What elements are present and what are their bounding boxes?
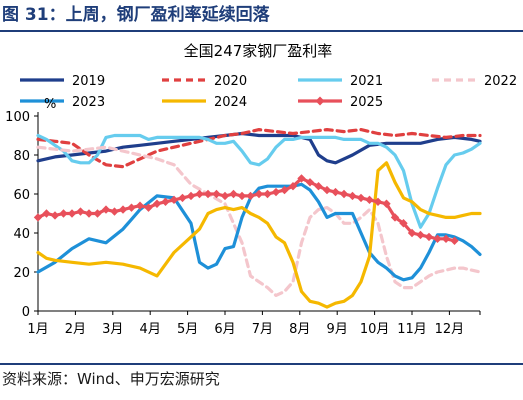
x-tick-label: 8月 xyxy=(289,322,310,337)
plot-area: 0 20 40 60 80 100% 1月 2月 3月 4月 5月 6月 7月 8月 9月 10月 11月 12月 xyxy=(5,97,482,337)
data-point-2025 xyxy=(93,209,102,218)
x-tick-label: 12月 xyxy=(435,322,465,337)
data-point-2025 xyxy=(373,197,383,206)
x-tick-label: 9月 xyxy=(327,322,348,337)
legend-label: 2022 xyxy=(484,74,517,89)
data-point-2025 xyxy=(186,191,196,201)
legend-label: 2025 xyxy=(350,95,383,110)
data-point-2025 xyxy=(433,234,442,244)
data-point-2025 xyxy=(127,203,136,212)
data-point-2025 xyxy=(229,189,238,199)
data-point-2025 xyxy=(220,191,230,201)
data-point-2025 xyxy=(169,195,179,205)
legend-marker xyxy=(315,96,325,106)
y-tick-label: 60 xyxy=(13,188,30,203)
data-point-2025 xyxy=(450,236,459,245)
data-point-2025 xyxy=(339,189,349,199)
data-point-2025 xyxy=(110,207,119,216)
data-point-2025 xyxy=(144,203,153,212)
data-point-2025 xyxy=(42,209,51,218)
data-point-2025 xyxy=(407,228,417,238)
data-point-2025 xyxy=(399,219,408,228)
y-tick-label: 80 xyxy=(13,149,30,164)
source-note: 资料来源：Wind、申万宏源研究 xyxy=(2,370,220,388)
legend-label: 2024 xyxy=(214,95,247,110)
legend-item-2022: 2022 xyxy=(432,74,517,89)
legend-item-2023: 2023 xyxy=(20,95,105,110)
legend-item-2020: 2020 xyxy=(162,74,247,89)
data-point-2025 xyxy=(212,189,221,199)
data-point-2025 xyxy=(441,234,451,244)
x-tick-label: 10月 xyxy=(360,322,390,337)
data-point-2025 xyxy=(424,232,434,242)
data-point-2025 xyxy=(195,189,204,199)
legend-label: 2019 xyxy=(72,74,105,89)
y-axis-unit: % xyxy=(44,97,56,112)
data-point-2025 xyxy=(382,199,391,208)
data-point-2025 xyxy=(263,189,272,199)
data-point-2025 xyxy=(305,178,315,187)
y-tick-label: 40 xyxy=(13,227,30,242)
x-tick-label: 6月 xyxy=(214,322,235,337)
data-point-2025 xyxy=(59,209,68,218)
data-point-2025 xyxy=(135,201,145,210)
data-point-2025 xyxy=(246,191,255,201)
data-point-2025 xyxy=(237,191,247,201)
x-tick-label: 5月 xyxy=(177,322,198,337)
data-point-2025 xyxy=(331,187,340,197)
x-tick-label: 7月 xyxy=(252,322,273,337)
legend-label: 2023 xyxy=(72,95,105,110)
figure-title: 图 31：上周，钢厂盈利率延续回落 xyxy=(2,5,270,25)
x-tick-label: 11月 xyxy=(397,322,427,337)
legend-label: 2021 xyxy=(350,74,383,89)
legend: 2019 2020 2021 2022 2023 2024 2025 xyxy=(20,74,517,110)
data-point-2025 xyxy=(356,193,366,203)
data-point-2025 xyxy=(152,199,162,208)
legend-label: 2020 xyxy=(214,74,247,89)
x-tick-label: 3月 xyxy=(102,322,123,337)
x-tick-label: 1月 xyxy=(27,322,48,337)
legend-item-2025: 2025 xyxy=(298,95,383,110)
data-point-2025 xyxy=(84,209,94,218)
series-line-2021 xyxy=(36,133,482,229)
title-rule xyxy=(0,30,523,32)
data-point-2025 xyxy=(76,207,85,216)
data-point-2025 xyxy=(322,185,332,195)
legend-item-2019: 2019 xyxy=(20,74,105,89)
series-line-2020 xyxy=(36,127,482,169)
data-point-2025 xyxy=(390,213,400,222)
data-point-2025 xyxy=(161,197,170,206)
line-chart: 全国247家钢厂盈利率 2019 2020 2021 2022 2023 2024 2025… xyxy=(5,42,517,337)
data-point-2025 xyxy=(297,174,306,183)
series-line-2024 xyxy=(36,161,482,309)
y-tick-label: 20 xyxy=(13,266,30,281)
legend-item-2024: 2024 xyxy=(162,95,247,110)
series-line-2023 xyxy=(36,182,482,282)
data-point-2025 xyxy=(50,211,60,220)
data-point-2025 xyxy=(416,230,425,240)
data-point-2025 xyxy=(178,193,187,203)
data-point-2025 xyxy=(67,209,77,218)
data-point-2025 xyxy=(203,189,213,199)
data-point-2025 xyxy=(280,185,289,195)
data-point-2025 xyxy=(365,195,374,205)
data-point-2025 xyxy=(271,187,281,197)
data-point-2025 xyxy=(254,189,264,199)
data-point-2025 xyxy=(101,205,111,214)
chart-title: 全国247家钢厂盈利率 xyxy=(184,42,333,60)
data-point-2025 xyxy=(314,182,323,191)
data-point-2025 xyxy=(118,205,128,214)
source-rule xyxy=(0,363,523,365)
legend-item-2021: 2021 xyxy=(298,74,383,89)
data-point-2025 xyxy=(33,213,43,222)
y-tick-label: 0 xyxy=(22,305,30,320)
data-point-2025 xyxy=(348,191,357,201)
y-tick-label: 100 xyxy=(5,110,30,125)
x-tick-label: 4月 xyxy=(140,322,161,337)
series-line-2022 xyxy=(36,145,482,297)
x-tick-label: 2月 xyxy=(65,322,86,337)
data-point-2025 xyxy=(288,182,298,191)
